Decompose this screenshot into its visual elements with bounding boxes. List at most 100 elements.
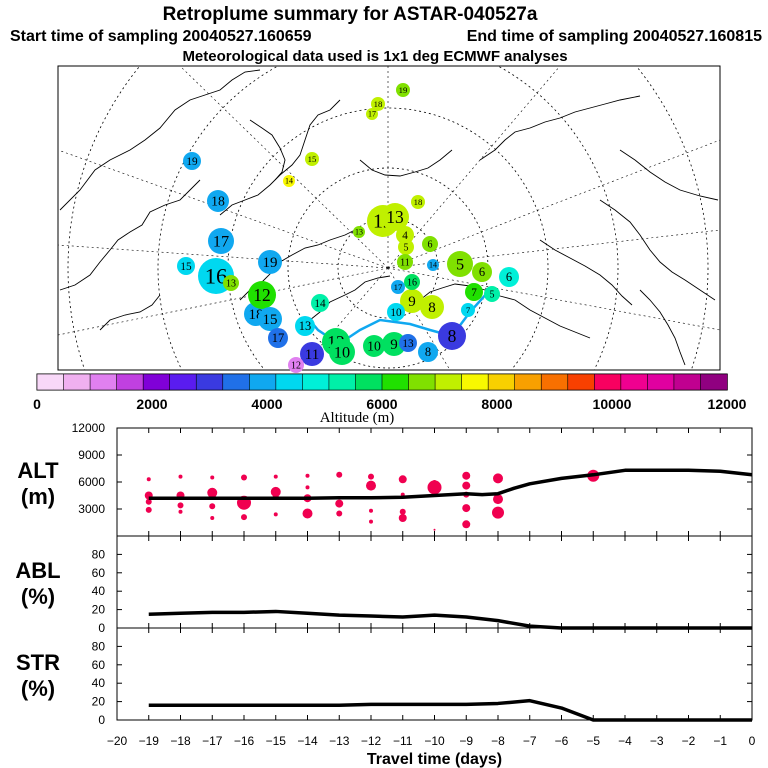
x-tick-label: −9 [459, 734, 473, 748]
plume-marker: 18 [411, 195, 425, 209]
colorbar-segment [142, 373, 171, 391]
plume-marker-dot [311, 294, 329, 312]
plume-marker-dot [399, 334, 417, 352]
plume-marker-label: 9 [408, 294, 416, 310]
colorbar-segment [673, 373, 702, 391]
plume-marker-label: 14 [429, 261, 437, 270]
plume-marker: 13 [295, 316, 315, 336]
colorbar-segment [249, 373, 277, 391]
plume-marker-dot [397, 254, 413, 270]
plume-marker-label: 8 [428, 300, 436, 316]
colorbar-segment [594, 373, 622, 391]
start-time-label: Start time of sampling 20040527.160659 [10, 28, 312, 45]
plume-marker: 17 [391, 280, 405, 294]
plume-marker: 8 [420, 295, 444, 319]
plume-marker: 15 [305, 152, 319, 166]
x-tick-label: −7 [523, 734, 537, 748]
plume-marker-dot [382, 332, 406, 356]
plume-marker-label: 8 [448, 326, 457, 346]
altitude-dot [369, 508, 373, 513]
x-tick-label: −2 [682, 734, 696, 748]
plume-marker-label: 5 [456, 255, 464, 273]
plume-marker: 5 [484, 286, 500, 302]
plume-marker-dot [391, 280, 405, 294]
x-tick-label: −13 [329, 734, 350, 748]
altitude-dot [462, 520, 471, 529]
x-tick-label: 0 [749, 734, 756, 748]
plume-marker-label: 9 [390, 337, 398, 353]
altitude-dot [145, 506, 152, 513]
plume-marker-label: 6 [428, 239, 433, 250]
plume-marker: 14 [311, 294, 329, 312]
plume-marker-dot [329, 339, 355, 365]
plume-marker: 6 [472, 262, 492, 282]
colorbar-segment [89, 373, 118, 391]
plume-marker-label: 8 [425, 345, 431, 359]
plume-marker: 19 [258, 250, 282, 274]
x-tick-label: −4 [618, 734, 632, 748]
colorbar-segment [647, 373, 675, 391]
x-tick-label: −20 [107, 734, 128, 748]
plume-marker-dot [288, 357, 304, 373]
altitude-dot [270, 486, 281, 497]
plume-marker-dot [283, 175, 295, 187]
plume-marker: 14 [283, 175, 295, 187]
figure-title: Retroplume summary for ASTAR-040527a [163, 4, 538, 25]
plume-marker: 17 [208, 228, 234, 254]
plume-marker-dot [363, 335, 385, 357]
altitude-dot [399, 508, 406, 515]
x-tick-label: −3 [650, 734, 664, 748]
plume-marker-dot [268, 328, 288, 348]
plume-marker-dot [499, 267, 519, 287]
colorbar-segment [408, 373, 436, 391]
plume-marker-label: 17 [213, 232, 229, 250]
plume-marker-dot [208, 228, 234, 254]
plume-marker-dot [353, 226, 365, 238]
plume-marker-label: 17 [368, 110, 376, 119]
y-tick-label: 80 [92, 547, 106, 561]
y-tick-label: 60 [92, 566, 106, 580]
plume-marker-dot [300, 342, 324, 366]
plume-marker-label: 5 [404, 242, 409, 253]
altitude-dot [462, 481, 471, 490]
plume-marker: 9 [400, 289, 424, 313]
y-tick-label: 60 [92, 658, 106, 672]
plume-marker-label: 13 [299, 319, 312, 333]
plume-marker-label: 12 [291, 360, 301, 371]
plume-marker-label: 18 [414, 197, 423, 207]
met-data-label: Meteorological data used is 1x1 deg ECMW… [182, 48, 567, 65]
altitude-dot [178, 509, 183, 514]
altitude-dot [492, 506, 504, 519]
colorbar-segment [328, 373, 357, 391]
plume-marker-label: 14 [314, 298, 326, 310]
plume-marker-label: 18 [211, 194, 225, 209]
plume-marker-dot [396, 226, 414, 244]
plume-marker: 13 [223, 275, 239, 291]
plume-marker-dot [404, 274, 420, 290]
y-tick-label: 0 [98, 713, 105, 727]
plume-marker-label: 19 [399, 85, 408, 95]
plume-marker: 15 [258, 307, 282, 331]
altitude-dot [305, 485, 310, 490]
panel-label: STR [16, 650, 60, 675]
plume-marker: 18 [207, 190, 229, 212]
colorbar-tick-label: 0 [33, 396, 41, 412]
colorbar-segment [222, 373, 251, 391]
plume-marker-label: 13 [386, 207, 404, 227]
altitude-dot [146, 477, 151, 482]
colorbar-tick-label: 4000 [251, 396, 282, 412]
colorbar-tick-label: 2000 [136, 396, 167, 412]
latitude-circle [227, 107, 549, 370]
colorbar-tick-label: 8000 [481, 396, 512, 412]
plume-marker: 5 [447, 251, 473, 277]
altitude-dot [210, 516, 215, 520]
altitude-dot [462, 504, 471, 513]
plume-marker: 7 [465, 283, 483, 301]
altitude-dot [398, 514, 407, 522]
colorbar-segment [381, 373, 410, 391]
plume-marker-label: 10 [390, 307, 402, 319]
y-tick-label: 40 [92, 676, 106, 690]
end-time-label: End time of sampling 20040527.160815 [467, 28, 762, 45]
